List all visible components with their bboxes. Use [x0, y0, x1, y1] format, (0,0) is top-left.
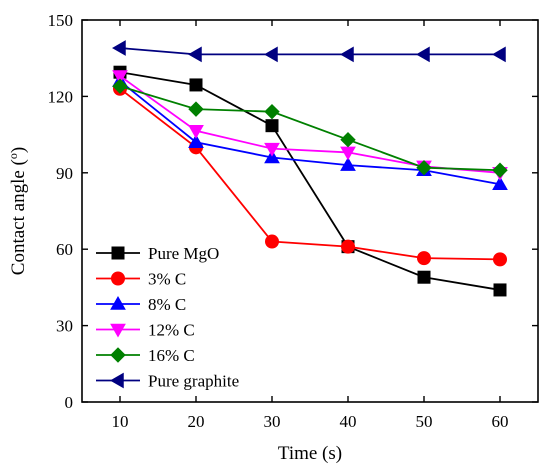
- legend-marker: [110, 323, 126, 338]
- data-point: [416, 159, 432, 176]
- y-tick-label: 30: [56, 317, 73, 336]
- y-axis-title: Contact angle (o): [6, 147, 29, 275]
- data-point: [340, 157, 356, 171]
- data-point: [493, 252, 507, 267]
- y-tick-label: 0: [65, 393, 74, 412]
- legend-marker: [111, 246, 125, 260]
- y-tick-label: 150: [48, 11, 74, 30]
- data-point: [188, 125, 204, 139]
- data-point: [188, 101, 204, 117]
- legend-item: 16% C: [96, 346, 195, 365]
- series-4: [112, 78, 508, 178]
- data-point: [187, 46, 202, 63]
- x-tick-label: 40: [340, 412, 357, 431]
- data-point: [491, 46, 506, 63]
- series-5: [111, 40, 506, 63]
- legend-item: 8% C: [96, 295, 186, 314]
- data-point: [265, 119, 279, 133]
- series-line: [119, 85, 501, 172]
- data-point: [189, 78, 203, 92]
- legend-item: Pure graphite: [96, 372, 239, 391]
- legend-label: 16% C: [148, 346, 195, 365]
- data-point: [492, 162, 508, 178]
- data-point: [188, 134, 204, 148]
- legend-marker: [109, 372, 124, 389]
- data-point: [492, 176, 508, 191]
- x-tick-label: 20: [188, 412, 205, 431]
- series-layer: [111, 40, 508, 297]
- data-point: [264, 149, 280, 164]
- legend-item: 3% C: [96, 270, 186, 289]
- legend-marker: [110, 295, 126, 310]
- series-line: [119, 88, 501, 261]
- data-point: [263, 46, 278, 63]
- data-point: [493, 283, 507, 297]
- y-axis-title-close: ): [8, 147, 29, 153]
- axis-ticks: 10 20 30 40 50 60 0 30 60 90 120 150: [48, 11, 538, 431]
- x-tick-label: 10: [112, 412, 129, 431]
- y-axis-title-main: Contact angle (: [8, 159, 29, 275]
- legend-marker: [110, 347, 126, 363]
- data-point: [265, 234, 279, 249]
- legend-item: Pure MgO: [96, 244, 219, 263]
- legend-label: Pure MgO: [148, 244, 219, 263]
- data-point: [111, 40, 126, 56]
- data-point: [264, 142, 280, 157]
- legend-label: 3% C: [148, 270, 186, 289]
- legend: Pure MgO 3% C 8% C 12% C 16% C Pure graphite: [96, 244, 239, 391]
- x-axis-title: Time (s): [278, 443, 342, 464]
- data-point: [341, 239, 355, 254]
- legend-marker: [111, 271, 125, 286]
- x-tick-label: 60: [492, 412, 509, 431]
- data-point: [415, 46, 430, 63]
- legend-item: 12% C: [96, 321, 195, 340]
- legend-label: Pure graphite: [148, 372, 239, 391]
- y-tick-label: 90: [56, 164, 73, 183]
- x-tick-label: 30: [264, 412, 281, 431]
- data-point: [417, 251, 431, 266]
- legend-label: 8% C: [148, 295, 186, 314]
- y-tick-label: 120: [48, 87, 74, 106]
- series-line: [119, 71, 501, 291]
- series-2: [112, 73, 508, 191]
- data-point: [417, 270, 431, 284]
- y-tick-label: 60: [56, 240, 73, 259]
- y-axis-title-superscript: o: [6, 153, 20, 159]
- data-point: [112, 70, 128, 85]
- data-point: [339, 46, 354, 63]
- data-point: [340, 131, 356, 148]
- data-point: [112, 78, 128, 94]
- series-line: [119, 47, 500, 56]
- plot-frame: [81, 19, 539, 403]
- data-point: [264, 103, 280, 120]
- x-tick-label: 50: [416, 412, 433, 431]
- legend-label: 12% C: [148, 321, 195, 340]
- series-line: [119, 75, 501, 174]
- series-line: [119, 80, 501, 186]
